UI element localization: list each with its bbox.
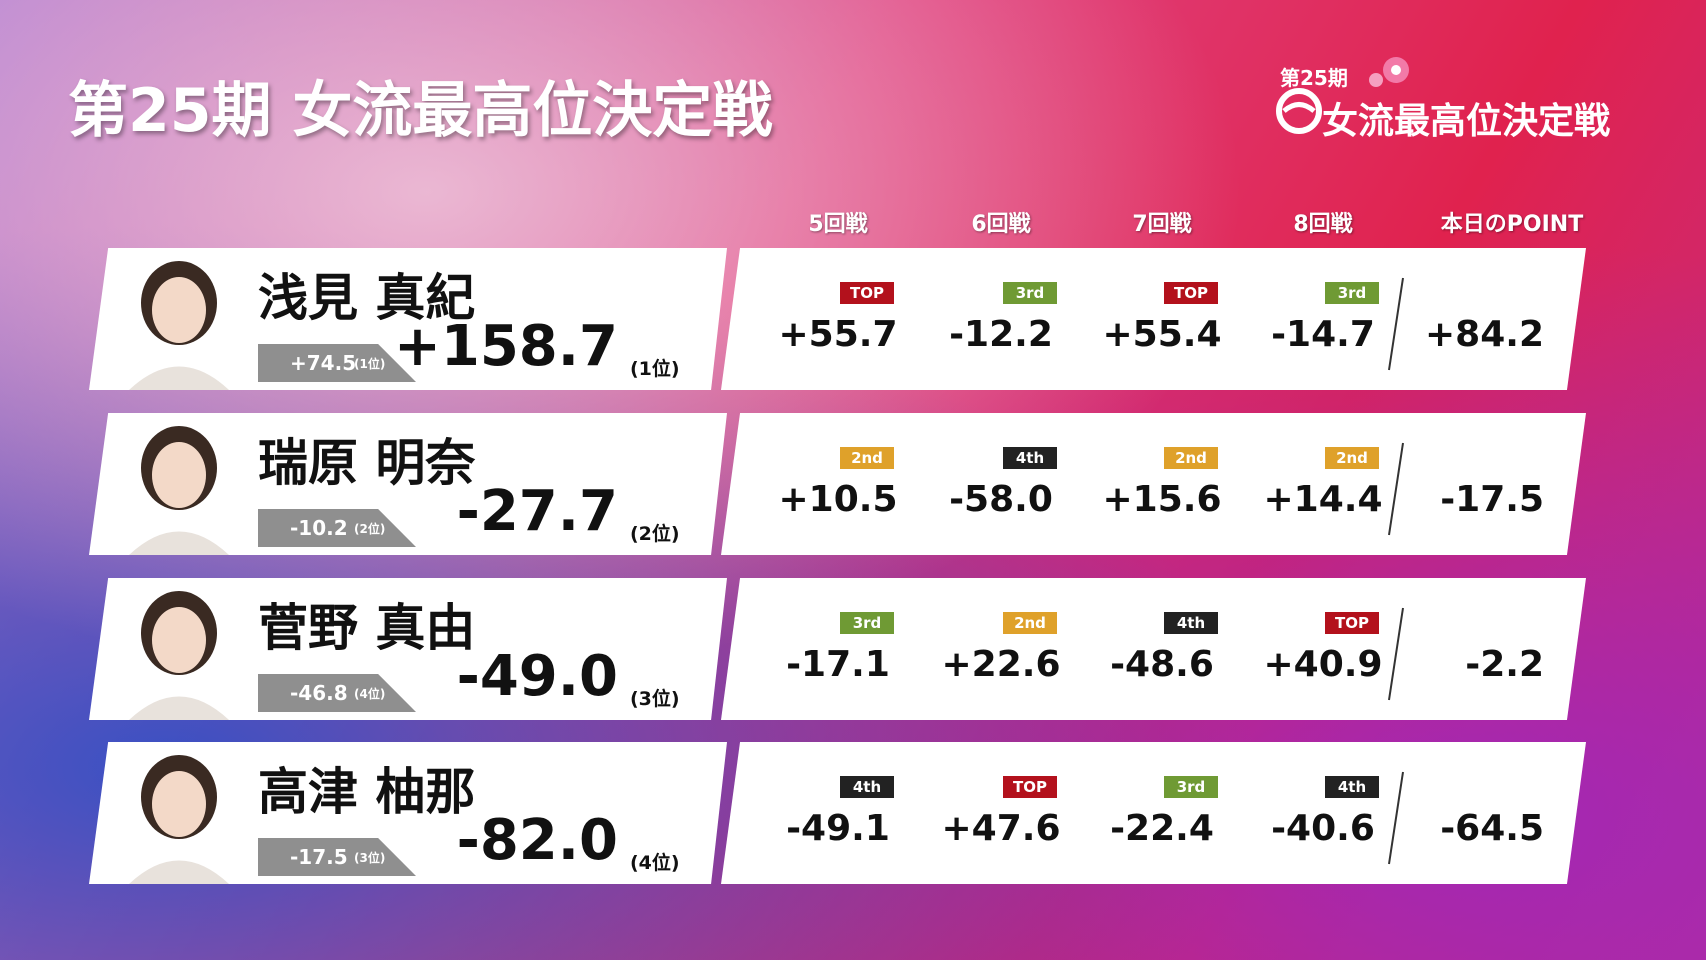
divider bbox=[1388, 277, 1404, 371]
previous-points: -17.5 bbox=[290, 845, 348, 869]
logo-mark bbox=[1276, 88, 1322, 134]
player-name: 瑞原 明奈 bbox=[258, 434, 476, 492]
previous-rank: (2位) bbox=[354, 522, 386, 536]
previous-points: +74.5 bbox=[290, 351, 357, 375]
place-badge: 3rd bbox=[840, 612, 894, 634]
column-header: 5回戦 bbox=[808, 212, 868, 237]
place-badge: TOP bbox=[840, 282, 894, 304]
game-score: +15.6 bbox=[1102, 479, 1222, 520]
previous-box: -10.2 (2位) bbox=[258, 509, 416, 547]
place-badge: 2nd bbox=[1003, 612, 1057, 634]
place-badge: 4th bbox=[1003, 447, 1057, 469]
game-score: -49.1 bbox=[786, 808, 890, 849]
previous-rank: (1位) bbox=[354, 357, 386, 371]
score-panel bbox=[721, 578, 1586, 720]
player-name: 菅野 真由 bbox=[258, 599, 476, 657]
column-header: 本日のPOINT bbox=[1440, 212, 1584, 237]
place-badge: 4th bbox=[1325, 776, 1379, 798]
today-points: -2.2 bbox=[1465, 644, 1544, 685]
divider bbox=[1388, 771, 1404, 865]
game-score: -12.2 bbox=[949, 314, 1053, 355]
score-panel bbox=[721, 742, 1586, 884]
game-score: -22.4 bbox=[1110, 808, 1214, 849]
place-badge: TOP bbox=[1325, 612, 1379, 634]
total-points: -82.0 bbox=[456, 808, 618, 873]
divider bbox=[1388, 607, 1404, 701]
column-header: 6回戦 bbox=[971, 212, 1031, 237]
place-badge: 3rd bbox=[1164, 776, 1218, 798]
place-badge: TOP bbox=[1164, 282, 1218, 304]
previous-points: -10.2 bbox=[290, 516, 348, 540]
total-rank: (1位) bbox=[630, 358, 680, 380]
player-photo bbox=[129, 261, 229, 390]
player-photo bbox=[129, 591, 229, 720]
game-score: +10.5 bbox=[778, 479, 898, 520]
logo-name: 女流最高位決定戦 bbox=[1322, 101, 1611, 142]
game-score: +14.4 bbox=[1263, 479, 1383, 520]
score-panel bbox=[721, 413, 1586, 555]
previous-rank: (3位) bbox=[354, 851, 386, 865]
place-badge: 3rd bbox=[1003, 282, 1057, 304]
logo-flower bbox=[1369, 57, 1409, 87]
today-points: -17.5 bbox=[1440, 479, 1544, 520]
game-score: -17.1 bbox=[786, 644, 890, 685]
player-photo bbox=[129, 755, 229, 884]
place-badge: 2nd bbox=[1164, 447, 1218, 469]
player-name: 浅見 真紀 bbox=[258, 269, 476, 327]
total-rank: (2位) bbox=[630, 523, 680, 545]
place-badge: 4th bbox=[840, 776, 894, 798]
player-photo bbox=[129, 426, 229, 555]
place-badge: 4th bbox=[1164, 612, 1218, 634]
place-badge: 2nd bbox=[1325, 447, 1379, 469]
game-score: +55.4 bbox=[1102, 314, 1222, 355]
game-score: +47.6 bbox=[941, 808, 1061, 849]
total-points: -27.7 bbox=[456, 479, 618, 544]
player-name: 高津 柚那 bbox=[258, 763, 476, 821]
game-score: +40.9 bbox=[1263, 644, 1383, 685]
column-header: 8回戦 bbox=[1293, 212, 1353, 237]
place-badge: 2nd bbox=[840, 447, 894, 469]
total-rank: (3位) bbox=[630, 688, 680, 710]
game-score: -48.6 bbox=[1110, 644, 1214, 685]
column-header: 7回戦 bbox=[1132, 212, 1192, 237]
total-points: -49.0 bbox=[456, 644, 618, 709]
previous-rank: (4位) bbox=[354, 687, 386, 701]
divider bbox=[1388, 442, 1404, 536]
place-badge: 3rd bbox=[1325, 282, 1379, 304]
previous-box: -46.8 (4位) bbox=[258, 674, 416, 712]
game-score: -40.6 bbox=[1271, 808, 1375, 849]
logo-edition: 第25期 bbox=[1280, 66, 1348, 90]
previous-points: -46.8 bbox=[290, 681, 348, 705]
today-points: -64.5 bbox=[1440, 808, 1544, 849]
today-points: +84.2 bbox=[1425, 314, 1544, 355]
game-score: -58.0 bbox=[949, 479, 1053, 520]
game-score: +55.7 bbox=[778, 314, 898, 355]
place-badge: TOP bbox=[1003, 776, 1057, 798]
game-score: +22.6 bbox=[941, 644, 1061, 685]
total-points: +158.7 bbox=[393, 314, 618, 379]
title: 第25期 女流最高位決定戦 bbox=[68, 76, 773, 146]
score-panel bbox=[721, 248, 1586, 390]
total-rank: (4位) bbox=[630, 852, 680, 874]
game-score: -14.7 bbox=[1271, 314, 1375, 355]
